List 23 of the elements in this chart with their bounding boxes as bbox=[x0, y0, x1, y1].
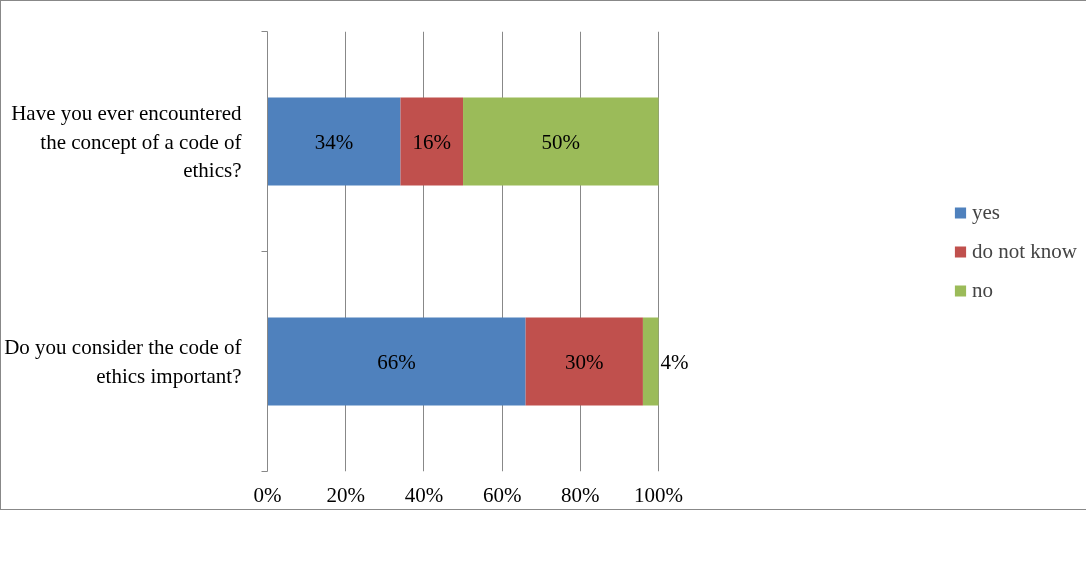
bar bbox=[400, 97, 464, 186]
bar bbox=[267, 317, 526, 406]
data-label: 4% bbox=[660, 349, 689, 374]
data-label: 66% bbox=[377, 349, 416, 374]
x-tick-label: 0% bbox=[253, 482, 282, 507]
data-label: 30% bbox=[565, 349, 604, 374]
x-tick-label: 60% bbox=[482, 482, 522, 507]
x-tick-label: 80% bbox=[561, 482, 600, 507]
x-tick-label: 100% bbox=[634, 482, 684, 507]
y-tick-label: Have you ever encountered the concept of a code of ethics? bbox=[11, 100, 242, 183]
legend-label: no bbox=[972, 277, 993, 303]
x-tick-label: 20% bbox=[326, 482, 365, 507]
data-label: 34% bbox=[314, 129, 354, 154]
data-label: 50% bbox=[541, 129, 581, 154]
x-tick-label: 40% bbox=[404, 482, 444, 507]
y-tick-label: Do you consider the code of ethics important? bbox=[4, 335, 242, 388]
bar bbox=[463, 97, 659, 186]
legend-label: yes bbox=[972, 199, 1000, 225]
bar bbox=[525, 317, 643, 406]
bar bbox=[267, 97, 401, 186]
bar bbox=[642, 317, 659, 406]
data-label: 16% bbox=[412, 129, 451, 154]
legend-label: do not know bbox=[972, 238, 1077, 264]
